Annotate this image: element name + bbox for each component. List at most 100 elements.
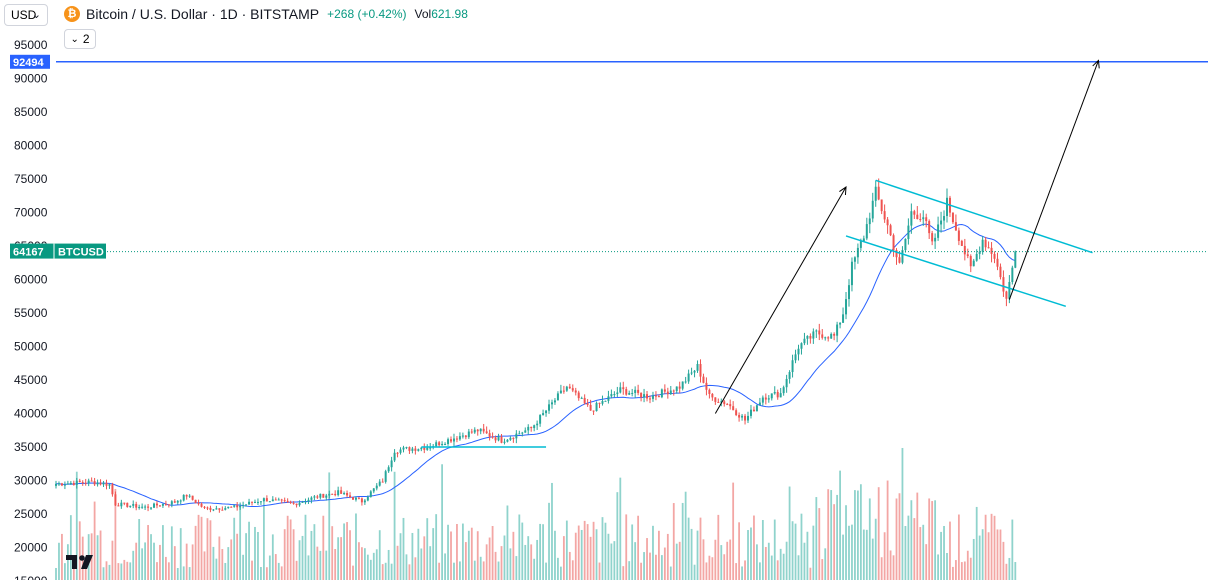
candle-body bbox=[1011, 267, 1014, 282]
currency-select[interactable]: USD ⌄ bbox=[4, 4, 48, 26]
candle-body bbox=[628, 393, 631, 395]
candle-body bbox=[711, 393, 714, 398]
y-tick-label: 30000 bbox=[14, 474, 48, 488]
candle-body bbox=[583, 397, 586, 404]
volume-bar bbox=[482, 561, 485, 580]
volume-bar bbox=[257, 532, 259, 580]
candle-body bbox=[649, 398, 651, 400]
candle-body bbox=[898, 257, 901, 263]
volume-bar bbox=[966, 550, 969, 580]
candle-body bbox=[405, 447, 408, 449]
candle-body bbox=[889, 225, 892, 236]
candle-body bbox=[221, 509, 224, 511]
volume-bar bbox=[384, 562, 387, 580]
volume-bar bbox=[699, 517, 702, 580]
candle-body bbox=[693, 370, 696, 373]
candle-body bbox=[755, 405, 758, 412]
candle-body bbox=[414, 448, 417, 451]
volume-bar bbox=[414, 557, 417, 580]
volume-bar bbox=[610, 543, 613, 580]
candle-body bbox=[747, 415, 750, 421]
volume-bar bbox=[402, 517, 405, 580]
volume-bar bbox=[681, 502, 684, 580]
candle-body bbox=[352, 497, 354, 500]
volume-bar bbox=[58, 542, 60, 580]
volume-bar bbox=[592, 521, 595, 580]
symbol-title[interactable]: Bitcoin / U.S. Dollar · 1D · BITSTAMP bbox=[86, 6, 320, 22]
volume-bar bbox=[515, 556, 518, 580]
candle-body bbox=[883, 211, 886, 220]
candle-body bbox=[619, 387, 622, 393]
candle-body bbox=[360, 498, 363, 503]
volume-bar bbox=[684, 491, 687, 580]
volume-bar bbox=[1014, 562, 1017, 580]
candle-body bbox=[346, 492, 349, 496]
volume-bar bbox=[328, 472, 331, 580]
volume-bar bbox=[663, 547, 666, 580]
volume-bar bbox=[218, 536, 221, 580]
candle-body bbox=[752, 409, 755, 412]
candle-body bbox=[684, 381, 687, 383]
candle-body bbox=[497, 436, 500, 441]
candle-body bbox=[455, 438, 458, 440]
volume-bar bbox=[779, 548, 782, 580]
candle-body bbox=[892, 235, 895, 251]
indicators-toggle[interactable]: ⌄ 2 bbox=[64, 29, 96, 49]
candle-body bbox=[393, 452, 396, 461]
volume-bar bbox=[996, 529, 999, 580]
candle-body bbox=[880, 199, 883, 212]
candle-body bbox=[111, 484, 114, 495]
candle-body bbox=[687, 373, 690, 382]
candle-body bbox=[452, 438, 455, 442]
candle-body bbox=[946, 197, 948, 217]
last-price-label: 64167 bbox=[13, 247, 44, 259]
volume-bar bbox=[509, 548, 512, 580]
candle-body bbox=[749, 409, 752, 416]
candle-body bbox=[450, 439, 453, 442]
candle-body bbox=[132, 503, 135, 506]
candle-body bbox=[785, 378, 788, 388]
candle-body bbox=[853, 257, 856, 262]
candle-body bbox=[144, 506, 147, 508]
volume-bar bbox=[304, 514, 307, 580]
volume-bar bbox=[842, 534, 844, 580]
candle-body bbox=[931, 233, 934, 242]
volume-bar bbox=[248, 521, 250, 580]
volume-bar bbox=[821, 559, 824, 580]
volume-bar bbox=[173, 546, 176, 580]
projection-arrow-2 bbox=[1008, 60, 1099, 300]
candle-body bbox=[717, 401, 720, 403]
candle-body bbox=[553, 400, 556, 403]
volume-bar bbox=[530, 544, 533, 580]
volume-bar bbox=[574, 532, 577, 580]
volume-bar bbox=[99, 530, 102, 580]
candle-body bbox=[865, 224, 868, 239]
volume-bar bbox=[334, 549, 337, 580]
volume-bar bbox=[910, 500, 913, 580]
candle-body bbox=[357, 497, 360, 499]
candle-body bbox=[782, 387, 785, 394]
volume-bar bbox=[833, 504, 836, 580]
candle-body bbox=[420, 447, 423, 450]
volume-bar bbox=[892, 555, 895, 580]
candle-body bbox=[951, 212, 954, 223]
candle-body bbox=[506, 439, 509, 442]
volume-bar bbox=[120, 563, 123, 580]
volume-bar bbox=[206, 518, 209, 580]
candle-body bbox=[815, 330, 818, 332]
volume-bar bbox=[726, 541, 729, 580]
volume-bar bbox=[467, 530, 470, 580]
candle-body bbox=[723, 401, 726, 405]
candle-body bbox=[322, 493, 325, 498]
volume-bar bbox=[221, 549, 224, 580]
candle-body bbox=[141, 506, 144, 508]
candle-body bbox=[818, 330, 821, 335]
volume-bar bbox=[607, 533, 610, 580]
candle-body bbox=[81, 482, 84, 484]
candle-body bbox=[791, 360, 794, 373]
candle-body bbox=[874, 186, 877, 201]
candle-body bbox=[598, 402, 601, 404]
volume-bar bbox=[518, 514, 521, 580]
volume-bar bbox=[868, 498, 871, 580]
